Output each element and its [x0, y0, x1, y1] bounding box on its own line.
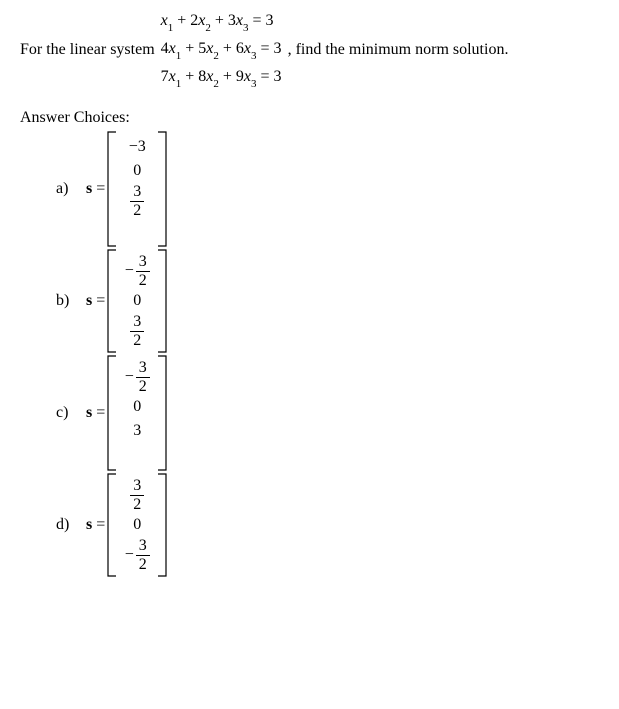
- right-bracket-icon: [157, 249, 167, 353]
- column-vector: −3203: [107, 355, 167, 471]
- question-text-left: For the linear system: [20, 41, 155, 59]
- vector-entry: [123, 443, 151, 467]
- s-equals: s =: [86, 404, 107, 422]
- s-equals: s =: [86, 516, 107, 534]
- question-text-right: , find the minimum norm solution.: [288, 41, 509, 59]
- vector-entry: 32: [123, 313, 151, 349]
- right-bracket-icon: [157, 131, 167, 247]
- vector-entry: 0: [123, 513, 151, 537]
- left-bracket-icon: [107, 249, 117, 353]
- left-bracket-icon: [107, 131, 117, 247]
- column-vector: −3032: [107, 131, 167, 247]
- left-bracket-icon: [107, 355, 117, 471]
- answer-choice: b)s = −32032: [56, 249, 599, 353]
- equation-line: 7x1 + 8x2 + 9x3 = 3: [161, 64, 282, 92]
- answer-choice: a)s = −3032: [56, 131, 599, 247]
- vector-entry: −32: [123, 253, 151, 289]
- vector-entry: [123, 219, 151, 243]
- vector-entry: −3: [123, 135, 151, 159]
- s-equals: s =: [86, 292, 107, 310]
- answer-choices: a)s = −3032 b)s = −32032c)s = −3203 d)s …: [20, 131, 599, 577]
- equation-line: 4x1 + 5x2 + 6x3 = 3: [161, 36, 282, 64]
- vector-entry: 32: [123, 477, 151, 513]
- choice-label: c): [56, 404, 86, 422]
- answer-choice: d)s = 320−32: [56, 473, 599, 577]
- vector-entry: 3: [123, 419, 151, 443]
- right-bracket-icon: [157, 355, 167, 471]
- s-equals: s =: [86, 180, 107, 198]
- answers-heading: Answer Choices:: [20, 109, 599, 127]
- column-vector: 320−32: [107, 473, 167, 577]
- vector-entry: 0: [123, 289, 151, 313]
- column-vector: −32032: [107, 249, 167, 353]
- answer-choice: c)s = −3203: [56, 355, 599, 471]
- equation-system: x1 + 2x2 + 3x3 = 34x1 + 5x2 + 6x3 = 37x1…: [155, 8, 288, 91]
- choice-label: b): [56, 292, 86, 310]
- vector-entry: −32: [123, 537, 151, 573]
- right-bracket-icon: [157, 473, 167, 577]
- left-bracket-icon: [107, 473, 117, 577]
- vector-entry: 0: [123, 395, 151, 419]
- vector-entry: 0: [123, 159, 151, 183]
- vector-entry: −32: [123, 359, 151, 395]
- choice-label: a): [56, 180, 86, 198]
- vector-entry: 32: [123, 183, 151, 219]
- equation-line: x1 + 2x2 + 3x3 = 3: [161, 8, 282, 36]
- question-block: For the linear system x1 + 2x2 + 3x3 = 3…: [20, 8, 599, 91]
- choice-label: d): [56, 516, 86, 534]
